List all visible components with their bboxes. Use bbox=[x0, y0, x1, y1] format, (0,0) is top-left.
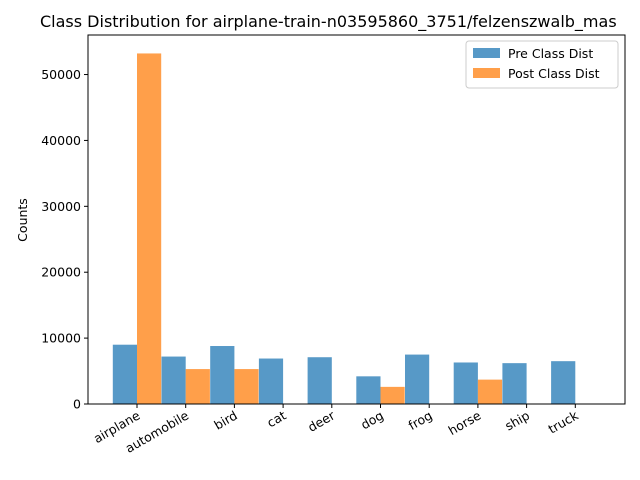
chart-title: Class Distribution for airplane-train-n0… bbox=[40, 12, 617, 32]
legend-swatch-pre bbox=[473, 48, 500, 58]
x-tick-label-cat: cat bbox=[264, 408, 288, 431]
bar-pre-deer bbox=[307, 357, 332, 404]
legend: Pre Class Dist Post Class Dist bbox=[465, 40, 619, 89]
y-axis: 0 10000 20000 30000 40000 50000 bbox=[41, 67, 88, 412]
y-tick-label: 20000 bbox=[41, 265, 81, 280]
plot-frame bbox=[87, 34, 626, 405]
bar-post-airplane bbox=[137, 53, 162, 404]
bars-group bbox=[112, 53, 576, 404]
y-axis-label: Counts bbox=[15, 198, 30, 242]
bar-pre-horse bbox=[453, 362, 478, 404]
bar-pre-bird bbox=[210, 346, 235, 404]
y-tick-label: 0 bbox=[73, 397, 81, 412]
x-tick-label-bird: bird bbox=[211, 408, 240, 433]
bar-pre-cat bbox=[258, 358, 284, 404]
bar-pre-airplane bbox=[112, 344, 137, 404]
bar-pre-dog bbox=[356, 376, 381, 404]
bar-post-dog bbox=[380, 386, 405, 404]
bar-post-bird bbox=[234, 369, 259, 404]
bar-pre-ship bbox=[502, 363, 527, 404]
bar-post-automobile bbox=[185, 369, 210, 404]
x-tick-label-ship: ship bbox=[502, 408, 532, 434]
x-tick-label-deer: deer bbox=[305, 407, 338, 435]
x-tick-label-truck: truck bbox=[546, 407, 582, 436]
y-tick-label: 10000 bbox=[41, 331, 81, 346]
bar-pre-automobile bbox=[161, 356, 186, 404]
y-tick-label: 50000 bbox=[41, 67, 81, 82]
bar-post-horse bbox=[477, 379, 503, 404]
legend-label-post: Post Class Dist bbox=[508, 66, 600, 81]
y-tick-label: 40000 bbox=[41, 133, 81, 148]
y-tick-label: 30000 bbox=[41, 199, 81, 214]
x-tick-label-frog: frog bbox=[406, 408, 435, 433]
bar-pre-frog bbox=[405, 354, 430, 404]
x-tick-label-horse: horse bbox=[446, 407, 484, 438]
x-tick-label-dog: dog bbox=[358, 408, 386, 433]
legend-label-pre: Pre Class Dist bbox=[508, 46, 593, 61]
bar-pre-truck bbox=[551, 361, 576, 404]
legend-box bbox=[465, 40, 619, 89]
legend-swatch-post bbox=[473, 68, 500, 78]
